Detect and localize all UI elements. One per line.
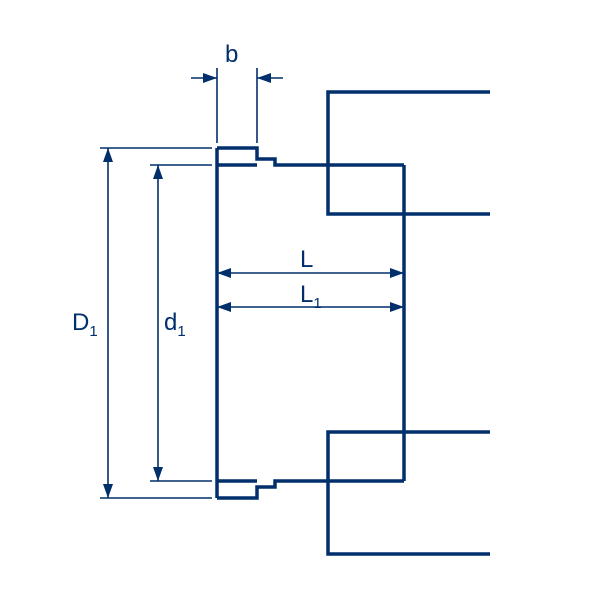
label-d1: d1	[164, 309, 186, 340]
label-L: L	[300, 246, 313, 273]
label-L1: L1	[300, 281, 322, 312]
label-D1: D1	[72, 309, 98, 340]
label-b: b	[225, 41, 238, 68]
bearing-sleeve-diagram: b D1 d1 L L1	[0, 0, 600, 600]
